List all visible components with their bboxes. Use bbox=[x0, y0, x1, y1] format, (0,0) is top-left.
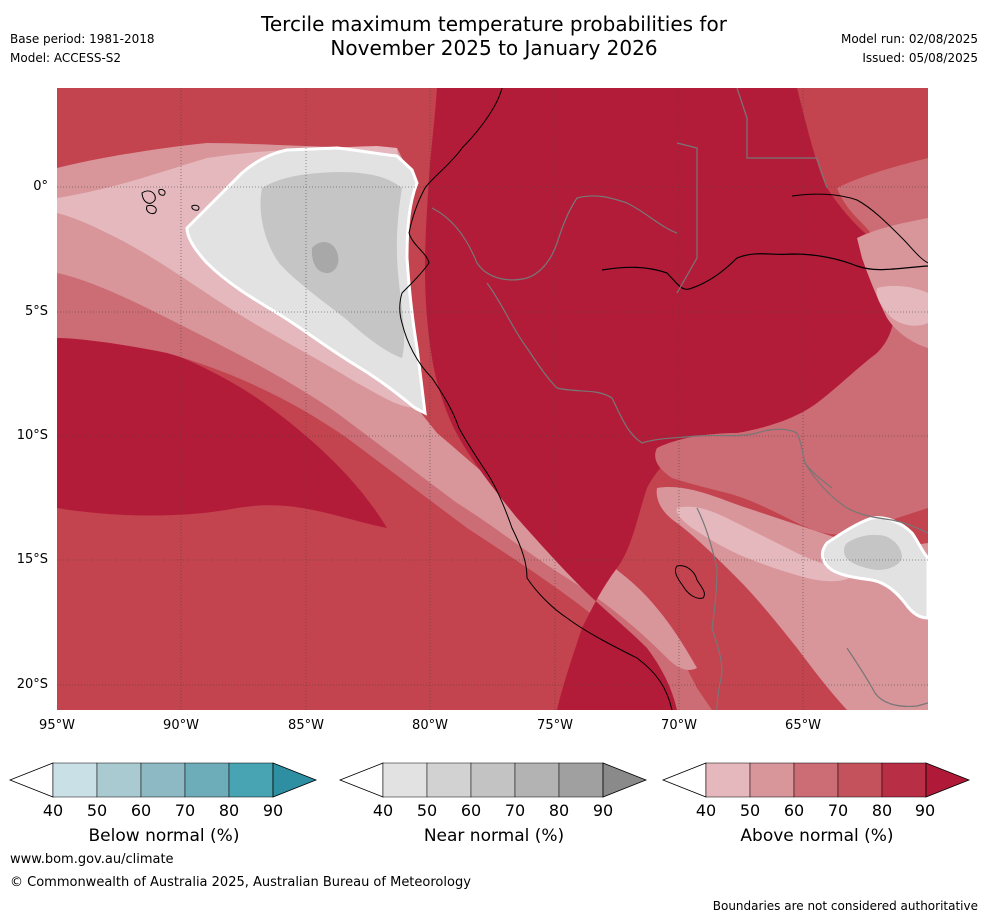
above-tick-90: 90 bbox=[914, 801, 936, 820]
below-tick-80: 80 bbox=[218, 801, 240, 820]
colorbar-near-low-arrow bbox=[338, 762, 384, 798]
near-tick-70: 70 bbox=[504, 801, 526, 820]
colorbar-above-seg-2 bbox=[749, 762, 795, 798]
land-50-east bbox=[876, 285, 928, 326]
colorbar-near-seg-2 bbox=[426, 762, 472, 798]
near-tick-80: 80 bbox=[548, 801, 570, 820]
below-tick-60: 60 bbox=[130, 801, 152, 820]
colorbar-near-seg-5 bbox=[558, 762, 604, 798]
above-tick-70: 70 bbox=[827, 801, 849, 820]
title-line-1: Tercile maximum temperature probabilitie… bbox=[261, 12, 727, 36]
below-tick-50: 50 bbox=[86, 801, 108, 820]
colorbar-above-seg-3 bbox=[793, 762, 839, 798]
colorbar-above-seg-4 bbox=[837, 762, 883, 798]
colorbar-above-seg-1 bbox=[705, 762, 751, 798]
colorbar-below-normal bbox=[8, 762, 318, 798]
disclaimer-text: Boundaries are not considered authoritat… bbox=[712, 899, 978, 913]
lat-label-20s: 20°S bbox=[16, 677, 48, 692]
lon-label-80w: 80°W bbox=[412, 718, 448, 733]
ocean-deep-90-west bbox=[57, 328, 387, 528]
land-70-east bbox=[655, 158, 928, 535]
below-tick-90: 90 bbox=[262, 801, 284, 820]
below-normal-label: Below normal (%) bbox=[88, 826, 240, 846]
grid-lines bbox=[57, 88, 928, 710]
land-50-southeast bbox=[676, 506, 857, 582]
near-tick-60: 60 bbox=[460, 801, 482, 820]
colorbar-near-high-arrow bbox=[602, 762, 648, 798]
colorbar-above-high-arrow bbox=[925, 762, 971, 798]
lat-label-0: 0° bbox=[33, 179, 48, 194]
lat-label-5s: 5°S bbox=[24, 304, 48, 319]
colorbar-below-seg-5 bbox=[228, 762, 274, 798]
near-normal-southeast-inner bbox=[843, 534, 902, 570]
chart-title: Tercile maximum temperature probabilitie… bbox=[0, 12, 988, 60]
lon-label-90w: 90°W bbox=[163, 718, 199, 733]
near-normal-70 bbox=[311, 242, 339, 274]
colorbar-below-seg-4 bbox=[184, 762, 230, 798]
website-link[interactable]: www.bom.gov.au/climate bbox=[10, 852, 174, 867]
above-tick-50: 50 bbox=[739, 801, 761, 820]
lon-label-85w: 85°W bbox=[288, 718, 324, 733]
lon-label-75w: 75°W bbox=[537, 718, 573, 733]
galapagos-islands bbox=[141, 189, 200, 214]
model-run: Model run: 02/08/2025 bbox=[840, 32, 978, 46]
meta-right: Model run: 02/08/2025 Issued: 05/08/2025 bbox=[841, 30, 978, 68]
colorbar-below-seg-1 bbox=[52, 762, 98, 798]
colorbar-above-normal bbox=[661, 762, 971, 798]
coastline bbox=[399, 88, 673, 710]
colorbar-near-normal bbox=[338, 762, 648, 798]
lat-label-10s: 10°S bbox=[16, 428, 48, 443]
colorbar-below-high-arrow bbox=[272, 762, 318, 798]
lake-titicaca bbox=[674, 565, 705, 599]
colorbar-near-seg-4 bbox=[514, 762, 560, 798]
colorbar-above-seg-5 bbox=[881, 762, 927, 798]
copyright-text: © Commonwealth of Australia 2025, Austra… bbox=[10, 875, 471, 890]
lon-label-65w: 65°W bbox=[785, 718, 821, 733]
forecast-map bbox=[57, 88, 928, 710]
model-name: Model: ACCESS-S2 bbox=[10, 51, 122, 65]
near-tick-50: 50 bbox=[416, 801, 438, 820]
country-borders bbox=[431, 88, 928, 710]
negro-river bbox=[791, 193, 928, 264]
colorbar-below-seg-3 bbox=[140, 762, 186, 798]
below-tick-40: 40 bbox=[42, 801, 64, 820]
below-tick-70: 70 bbox=[174, 801, 196, 820]
near-normal-label: Near normal (%) bbox=[423, 826, 565, 846]
colorbar-near-seg-1 bbox=[382, 762, 428, 798]
colorbar-above-low-arrow bbox=[661, 762, 707, 798]
above-tick-80: 80 bbox=[871, 801, 893, 820]
colorbar-near-seg-3 bbox=[470, 762, 516, 798]
amazon-river bbox=[601, 253, 928, 290]
near-tick-90: 90 bbox=[592, 801, 614, 820]
ocean-band-70 bbox=[57, 248, 712, 710]
near-tick-40: 40 bbox=[372, 801, 394, 820]
lon-label-70w: 70°W bbox=[661, 718, 697, 733]
land-80-east-upper bbox=[797, 88, 928, 203]
above-tick-60: 60 bbox=[783, 801, 805, 820]
above-tick-40: 40 bbox=[695, 801, 717, 820]
lat-label-15s: 15°S bbox=[16, 552, 48, 567]
land-90 bbox=[425, 88, 904, 710]
lon-label-95w: 95°W bbox=[39, 718, 75, 733]
colorbar-below-low-arrow bbox=[8, 762, 54, 798]
colorbar-below-seg-2 bbox=[96, 762, 142, 798]
above-normal-label: Above normal (%) bbox=[740, 826, 894, 846]
base-period: Base period: 1981-2018 bbox=[10, 32, 155, 46]
issued-date: Issued: 05/08/2025 bbox=[862, 51, 978, 65]
title-line-2: November 2025 to January 2026 bbox=[330, 36, 658, 60]
meta-left: Base period: 1981-2018 Model: ACCESS-S2 bbox=[10, 30, 155, 68]
